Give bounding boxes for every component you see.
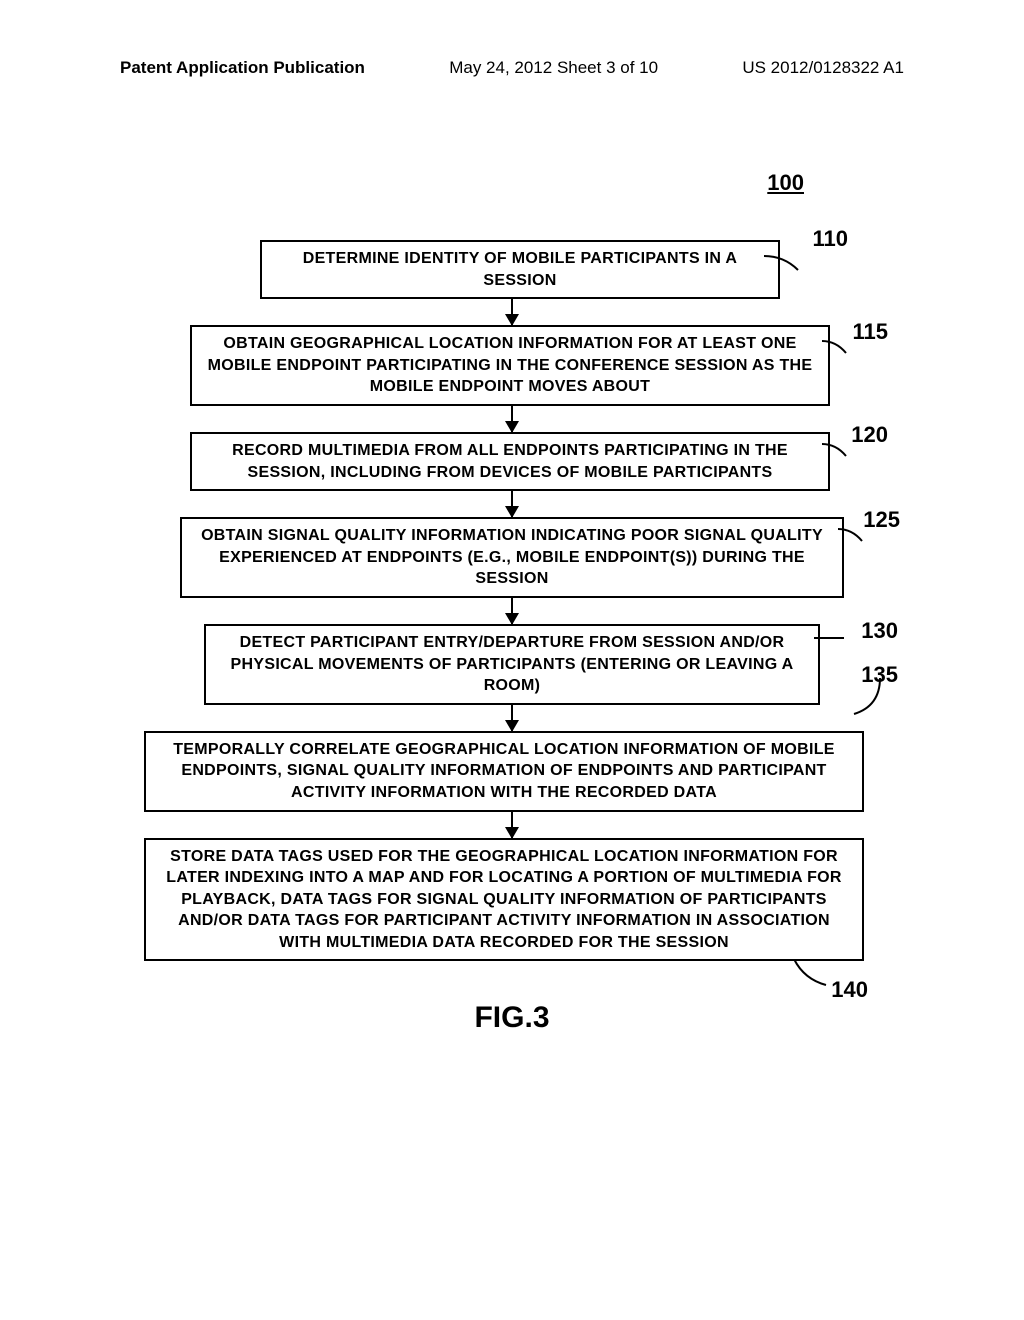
row-140: STORE DATA TAGS USED FOR THE GEOGRAPHICA… — [140, 838, 884, 962]
header-center: May 24, 2012 Sheet 3 of 10 — [449, 58, 658, 78]
lead-120 — [822, 438, 856, 462]
ref-130: 130 — [861, 618, 898, 644]
ref-115: 115 — [853, 319, 889, 345]
ref-140: 140 — [831, 977, 868, 1003]
row-120: RECORD MULTIMEDIA FROM ALL ENDPOINTS PAR… — [140, 432, 884, 491]
row-135: TEMPORALLY CORRELATE GEOGRAPHICAL LOCATI… — [140, 731, 884, 812]
box-130: DETECT PARTICIPANT ENTRY/DEPARTURE FROM … — [204, 624, 820, 705]
lead-125 — [838, 523, 872, 547]
row-115: OBTAIN GEOGRAPHICAL LOCATION INFORMATION… — [140, 325, 884, 406]
box-125: OBTAIN SIGNAL QUALITY INFORMATION INDICA… — [180, 517, 844, 598]
arrow-2 — [511, 406, 513, 432]
ref-110: 110 — [813, 226, 849, 252]
flow-container: DETERMINE IDENTITY OF MOBILE PARTICIPANT… — [140, 240, 884, 1035]
lead-115 — [822, 335, 856, 359]
lead-110 — [764, 248, 814, 276]
ref-100: 100 — [767, 170, 804, 196]
arrow-3 — [511, 491, 513, 517]
row-130: DETECT PARTICIPANT ENTRY/DEPARTURE FROM … — [140, 624, 884, 705]
page-header: Patent Application Publication May 24, 2… — [0, 58, 1024, 78]
row-125: OBTAIN SIGNAL QUALITY INFORMATION INDICA… — [140, 517, 884, 598]
box-140: STORE DATA TAGS USED FOR THE GEOGRAPHICA… — [144, 838, 864, 962]
lead-130 — [814, 634, 854, 656]
lead-140 — [786, 959, 830, 993]
arrow-1 — [511, 299, 513, 325]
figure-label: FIG.3 — [140, 1001, 884, 1035]
header-right: US 2012/0128322 A1 — [742, 58, 904, 78]
flowchart-diagram: 100 DETERMINE IDENTITY OF MOBILE PARTICI… — [140, 170, 884, 1035]
arrow-4 — [511, 598, 513, 624]
box-115: OBTAIN GEOGRAPHICAL LOCATION INFORMATION… — [190, 325, 830, 406]
box-120: RECORD MULTIMEDIA FROM ALL ENDPOINTS PAR… — [190, 432, 830, 491]
box-135: TEMPORALLY CORRELATE GEOGRAPHICAL LOCATI… — [144, 731, 864, 812]
header-left: Patent Application Publication — [120, 58, 365, 78]
ref-120: 120 — [851, 422, 888, 448]
box-110: DETERMINE IDENTITY OF MOBILE PARTICIPANT… — [260, 240, 780, 299]
lead-135 — [850, 678, 890, 718]
arrow-5 — [511, 705, 513, 731]
row-110: DETERMINE IDENTITY OF MOBILE PARTICIPANT… — [140, 240, 884, 299]
arrow-6 — [511, 812, 513, 838]
